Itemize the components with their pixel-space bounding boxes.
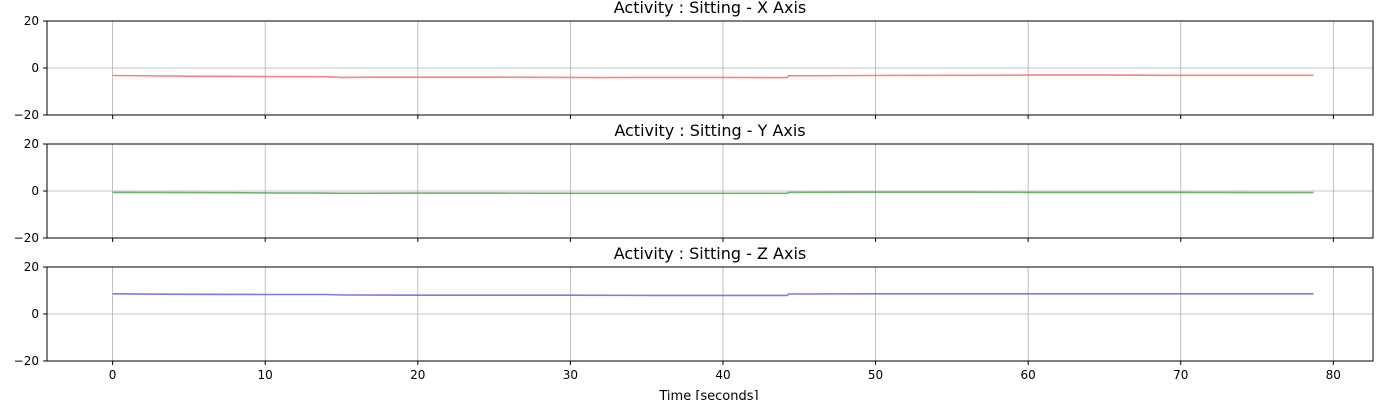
x-tick-label: 0 [109,368,117,382]
x-tick-label: 70 [1173,368,1188,382]
series-line [112,292,1314,297]
y-tick-label: −20 [14,231,39,245]
x-tick-label: 80 [1326,368,1341,382]
y-tick-label: 0 [31,307,39,321]
x-tick-label: 40 [715,368,730,382]
x-tick-label: 50 [868,368,883,382]
y-tick-label: −20 [14,108,39,122]
panel-title: Activity : Sitting - Y Axis [614,121,805,140]
panel-title: Activity : Sitting - Z Axis [614,244,806,263]
x-tick-label: 60 [1021,368,1036,382]
y-tick-label: 20 [24,14,39,28]
x-axis-label: Time [seconds] [658,389,758,400]
y-tick-label: 20 [24,137,39,151]
panel-title: Activity : Sitting - X Axis [614,0,806,17]
y-tick-label: 0 [31,184,39,198]
x-tick-label: 30 [563,368,578,382]
x-tick-label: 10 [258,368,273,382]
series-line [112,74,1314,79]
panel-1: 20 0 −20 Activity : Sitting - X Axis [14,0,1374,122]
panel-2: 20 0 −20 Activity : Sitting - Y Axis [14,121,1374,245]
panel-3: 20 0 −20 0 10 20 30 40 50 60 70 80 Activity : Sittin… [14,244,1374,382]
y-tick-label: 0 [31,61,39,75]
y-tick-label: −20 [14,354,39,368]
series-line [112,191,1314,195]
y-tick-label: 20 [24,260,39,274]
x-tick-label: 20 [410,368,425,382]
